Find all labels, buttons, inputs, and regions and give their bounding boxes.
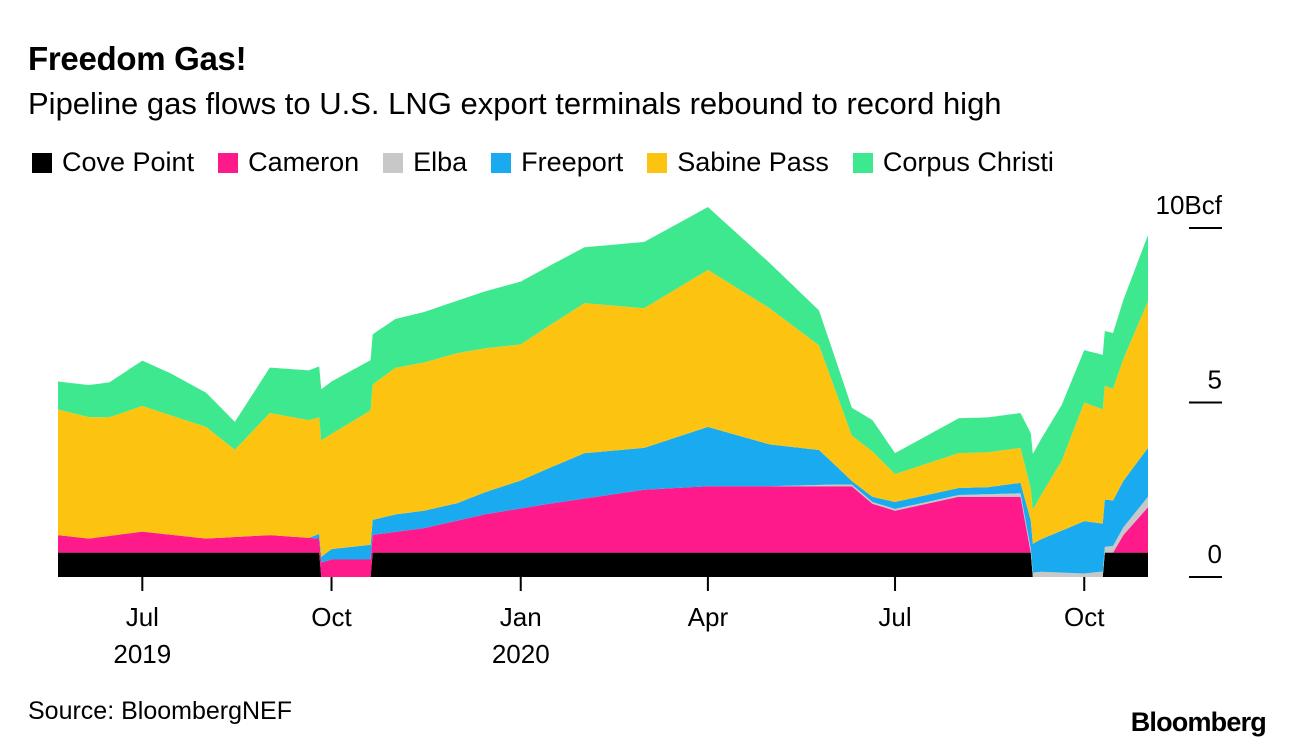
legend-label: Sabine Pass [677,147,829,177]
y-axis: 0 5 10Bcf [1156,190,1223,578]
x-tick-label: Jul [126,602,159,632]
legend-swatch [852,152,873,173]
legend-swatch [647,152,668,173]
legend-item-cameron: Cameron [218,147,359,178]
bloomberg-logo: Bloomberg [1130,707,1267,737]
y-tick-label: 10Bcf [1156,190,1223,220]
x-year-label: 2020 [492,639,550,669]
legend-item-corpus-christi: Corpus Christi [852,147,1054,178]
chart-title: Freedom Gas! [28,40,247,77]
legend-swatch [32,152,52,173]
y-tick-label: 0 [1208,539,1222,569]
source-note: Source: BloombergNEF [28,697,293,725]
series-area-cove-point [58,552,1148,577]
x-tick-label: Oct [1064,602,1105,632]
legend-label: Corpus Christi [882,147,1054,177]
x-tick-label: Jul [878,602,911,632]
legend-swatch [218,152,239,173]
x-axis: Jul 2019 Oct Jan 2020 Apr Jul Oct [113,577,1105,669]
x-tick-label: Oct [311,602,352,632]
legend-swatch [383,152,404,173]
legend-label: Freeport [521,147,624,177]
legend-item-cove-point: Cove Point [32,147,194,178]
series-area-freeport [58,426,1148,574]
legend-item-elba: Elba [383,147,467,178]
x-year-label: 2019 [113,639,171,669]
series-area-corpus-christi [58,207,1148,510]
legend-swatch [491,152,512,173]
legend-label: Cove Point [62,147,195,177]
x-tick-label: Jan [500,602,542,632]
chart-subtitle: Pipeline gas flows to U.S. LNG export te… [28,86,1002,121]
series-layer [58,207,1148,577]
legend: Cove Point Cameron Elba Freeport Sabine … [32,147,1078,178]
y-tick-label: 5 [1208,365,1222,395]
x-tick-label: Apr [688,602,729,632]
series-area-sabine-pass [58,269,1148,557]
legend-label: Elba [413,147,468,177]
legend-item-sabine-pass: Sabine Pass [647,147,829,178]
legend-label: Cameron [248,147,360,177]
series-area-cameron [58,486,1148,577]
legend-item-freeport: Freeport [491,147,623,178]
